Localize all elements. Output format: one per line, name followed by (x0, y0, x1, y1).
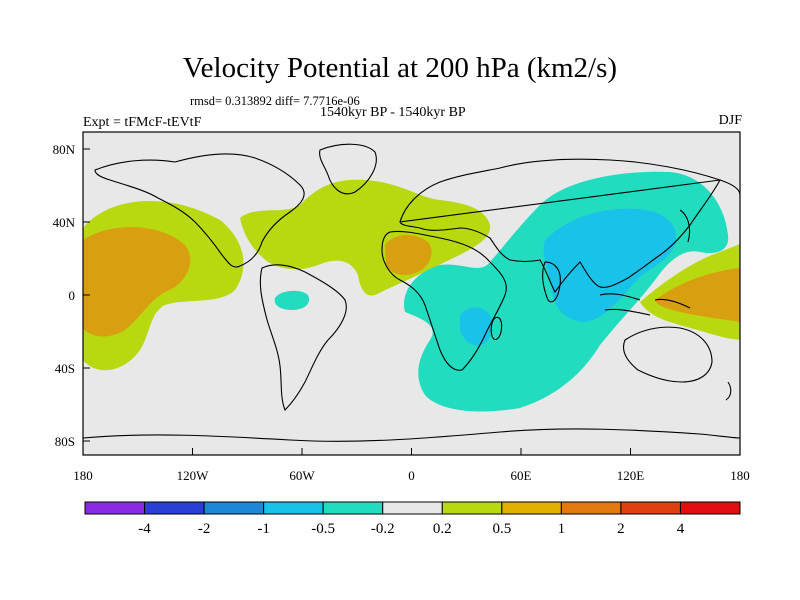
indo-pacific-negative-core (543, 208, 677, 322)
colorbar-label: 1 (557, 521, 566, 537)
colorbar-swatch (382, 501, 443, 515)
pacific-positive-core (83, 227, 191, 337)
x-tick-label: 60W (289, 468, 315, 483)
colorbar-swatch (322, 501, 384, 515)
south-america-negative-region (274, 290, 310, 310)
y-tick-label: 80N (53, 142, 76, 157)
colorbar-label: -4 (138, 521, 151, 537)
season-text: DJF (718, 113, 742, 128)
colorbar (84, 501, 741, 515)
atlantic-positive-core (385, 234, 432, 276)
y-tick-label: 80S (55, 434, 75, 449)
x-tick-label: 0 (408, 468, 415, 483)
colorbar-swatch (84, 501, 146, 515)
colorbar-swatch (560, 501, 622, 515)
colorbar-swatch (501, 501, 562, 515)
colorbar-label: 2 (617, 521, 625, 537)
colorbar-label: -2 (197, 521, 211, 537)
x-tick-label: 120W (177, 468, 210, 483)
colorbar-swatch (144, 501, 205, 515)
period-text: 1540kyr BP - 1540kyr BP (320, 105, 466, 120)
x-tick-label: 180 (730, 468, 750, 483)
experiment-text: Expt = tFMcF-tEVtF (83, 115, 202, 130)
colorbar-swatch (263, 501, 324, 515)
colorbar-swatch (620, 501, 681, 515)
colorbar-swatch (679, 501, 741, 515)
coastlines (83, 143, 740, 442)
y-tick-label: 40S (55, 361, 75, 376)
colorbar-label: 4 (676, 521, 685, 537)
atlantic-positive-region (240, 179, 491, 296)
y-tick-label: 40N (53, 215, 76, 230)
contour-fields (83, 171, 740, 412)
colorbar-swatch (441, 501, 503, 515)
x-tick-label: 60E (511, 468, 532, 483)
colorbar-label: 0.2 (432, 521, 452, 537)
stats-text: rmsd= 0.313892 diff= 7.7716e-06 (190, 94, 360, 108)
colorbar-label: -0.2 (370, 521, 395, 537)
colorbar-label: 0.5 (492, 521, 512, 537)
colorbar-label: -0.5 (311, 521, 336, 537)
colorbar-swatch (203, 501, 265, 515)
x-tick-label: 180 (73, 468, 93, 483)
map-title: Velocity Potential at 200 hPa (km2/s) (182, 52, 618, 84)
y-tick-label: 0 (69, 288, 76, 303)
colorbar-label: -1 (257, 521, 270, 537)
x-tick-label: 120E (617, 468, 645, 483)
axis-ticks (82, 148, 741, 455)
west-pacific-positive-core (655, 268, 740, 322)
